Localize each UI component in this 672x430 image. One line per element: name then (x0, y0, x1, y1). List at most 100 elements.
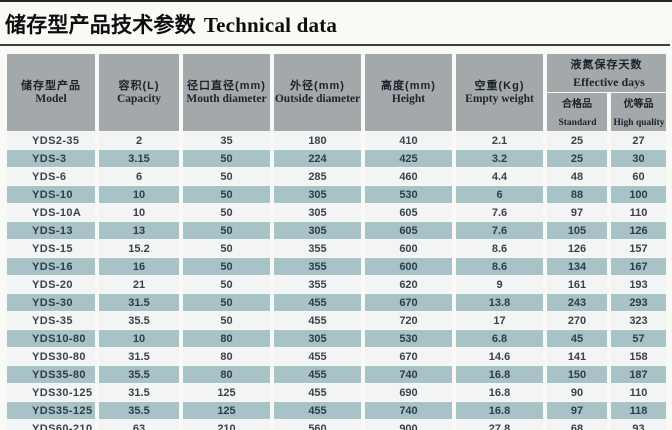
value-cell: 7.6 (456, 222, 543, 239)
table-row: YDS-15 15.2 50 355 600 8.6 126 157 (7, 240, 666, 257)
value-cell: 50 (183, 222, 270, 239)
value-cell: 180 (274, 132, 361, 149)
value-cell: 14.6 (456, 348, 543, 365)
value-cell: 6 (456, 186, 543, 203)
value-cell: 27.8 (456, 420, 543, 430)
value-cell: 530 (365, 330, 452, 347)
value-cell: 3.2 (456, 150, 543, 167)
value-cell: 158 (611, 348, 666, 365)
model-cell: YDS-10A (7, 204, 95, 221)
value-cell: 530 (365, 186, 452, 203)
value-cell: 4.4 (456, 168, 543, 185)
header-standard: 合格品Standard (547, 93, 607, 131)
value-cell: 10 (99, 330, 179, 347)
value-cell: 17 (456, 312, 543, 329)
value-cell: 100 (611, 186, 666, 203)
value-cell: 16.8 (456, 384, 543, 401)
value-cell: 455 (274, 366, 361, 383)
value-cell: 620 (365, 276, 452, 293)
table-row: YDS-13 13 50 305 605 7.6 105 126 (7, 222, 666, 239)
header-capacity: 容积(L) Capacity (99, 54, 179, 131)
table-row: YDS-20 21 50 355 620 9 161 193 (7, 276, 666, 293)
value-cell: 425 (365, 150, 452, 167)
value-cell: 21 (99, 276, 179, 293)
model-cell: YDS-3 (7, 150, 95, 167)
value-cell: 50 (183, 186, 270, 203)
table-row: YDS-10A 10 50 305 605 7.6 97 110 (7, 204, 666, 221)
value-cell: 605 (365, 222, 452, 239)
value-cell: 90 (547, 384, 607, 401)
value-cell: 13.8 (456, 294, 543, 311)
value-cell: 80 (183, 330, 270, 347)
table-row: YDS35-125 35.5 125 455 740 16.8 97 118 (7, 402, 666, 419)
value-cell: 50 (183, 168, 270, 185)
value-cell: 93 (611, 420, 666, 430)
value-cell: 80 (183, 348, 270, 365)
value-cell: 150 (547, 366, 607, 383)
value-cell: 8.6 (456, 258, 543, 275)
value-cell: 7.6 (456, 204, 543, 221)
value-cell: 600 (365, 258, 452, 275)
model-cell: YDS-13 (7, 222, 95, 239)
value-cell: 157 (611, 240, 666, 257)
model-cell: YDS-6 (7, 168, 95, 185)
value-cell: 9 (456, 276, 543, 293)
value-cell: 670 (365, 294, 452, 311)
value-cell: 13 (99, 222, 179, 239)
model-cell: YDS-15 (7, 240, 95, 257)
value-cell: 97 (547, 204, 607, 221)
value-cell: 305 (274, 186, 361, 203)
value-cell: 6 (99, 168, 179, 185)
value-cell: 224 (274, 150, 361, 167)
value-cell: 50 (183, 258, 270, 275)
value-cell: 455 (274, 294, 361, 311)
model-cell: YDS30-125 (7, 384, 95, 401)
value-cell: 80 (183, 366, 270, 383)
value-cell: 27 (611, 132, 666, 149)
value-cell: 57 (611, 330, 666, 347)
title-underline (0, 44, 670, 46)
value-cell: 210 (183, 420, 270, 430)
model-cell: YDS60-210 (7, 420, 95, 430)
model-cell: YDS-16 (7, 258, 95, 275)
table-row: YDS-3 3.15 50 224 425 3.2 25 30 (7, 150, 666, 167)
value-cell: 355 (274, 240, 361, 257)
table-header: 储存型产品 Model 容积(L) Capacity 径口直径(mm) Mout… (7, 54, 666, 131)
header-high-quality: 优等品High quality (611, 93, 666, 131)
model-cell: YDS30-80 (7, 348, 95, 365)
value-cell: 460 (365, 168, 452, 185)
header-height: 高度(mm) Height (365, 54, 452, 131)
value-cell: 900 (365, 420, 452, 430)
page-title-chinese: 储存型产品技术参数 (5, 13, 196, 37)
value-cell: 134 (547, 258, 607, 275)
value-cell: 50 (183, 294, 270, 311)
technical-data-table: 储存型产品 Model 容积(L) Capacity 径口直径(mm) Mout… (3, 53, 670, 430)
value-cell: 560 (274, 420, 361, 430)
table-row: YDS-10 10 50 305 530 6 88 100 (7, 186, 666, 203)
table-row: YDS35-80 35.5 80 455 740 16.8 150 187 (7, 366, 666, 383)
value-cell: 50 (183, 240, 270, 257)
model-cell: YDS35-125 (7, 402, 95, 419)
value-cell: 31.5 (99, 384, 179, 401)
model-cell: YDS10-80 (7, 330, 95, 347)
value-cell: 110 (611, 384, 666, 401)
value-cell: 126 (547, 240, 607, 257)
value-cell: 305 (274, 222, 361, 239)
value-cell: 16.8 (456, 366, 543, 383)
value-cell: 31.5 (99, 348, 179, 365)
header-model: 储存型产品 Model (7, 54, 95, 131)
value-cell: 305 (274, 330, 361, 347)
value-cell: 8.6 (456, 240, 543, 257)
value-cell: 740 (365, 402, 452, 419)
model-cell: YDS-10 (7, 186, 95, 203)
value-cell: 2.1 (456, 132, 543, 149)
value-cell: 670 (365, 348, 452, 365)
value-cell: 161 (547, 276, 607, 293)
value-cell: 720 (365, 312, 452, 329)
value-cell: 50 (183, 150, 270, 167)
value-cell: 141 (547, 348, 607, 365)
value-cell: 740 (365, 366, 452, 383)
value-cell: 110 (611, 204, 666, 221)
table-row: YDS-6 6 50 285 460 4.4 48 60 (7, 168, 666, 185)
value-cell: 60 (611, 168, 666, 185)
